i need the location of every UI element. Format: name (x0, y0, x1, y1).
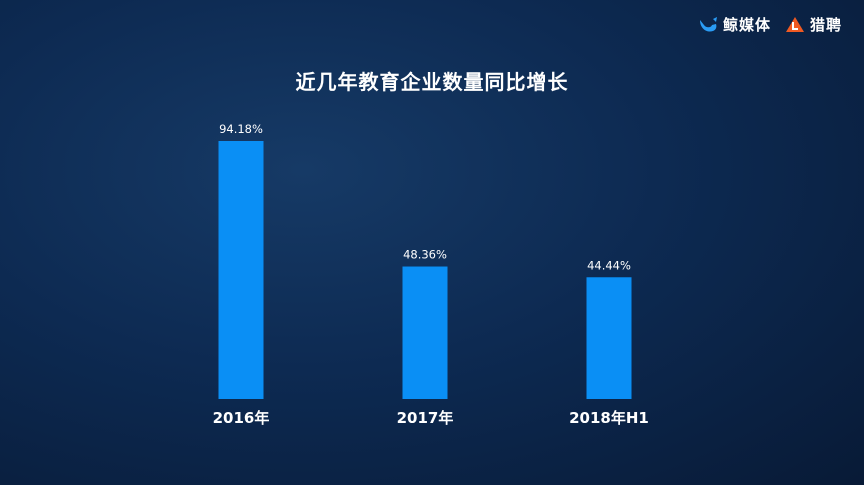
category-label-2: 2017年 (397, 409, 454, 427)
brand-logos: 鲸媒体 猎聘 (698, 14, 842, 35)
jingmeiti-logo-text: 鲸媒体 (722, 16, 771, 34)
value-label-2: 48.36% (403, 248, 447, 262)
bar-1 (218, 141, 264, 399)
whale-logo-icon (699, 16, 717, 32)
value-label-3: 44.44% (587, 258, 631, 272)
bar-3 (586, 277, 632, 399)
liepin-logo-icon (785, 16, 804, 32)
category-label-3: 2018年H1 (569, 409, 649, 427)
jingmeiti-logo: 鲸媒体 (698, 14, 771, 35)
value-label-1: 94.18% (219, 122, 263, 136)
bar-2 (402, 266, 448, 399)
liepin-logo-text: 猎聘 (809, 16, 842, 34)
liepin-logo: 猎聘 (785, 14, 842, 35)
chart-title: 近几年教育企业数量同比增长 (295, 70, 569, 94)
category-label-1: 2016年 (213, 409, 270, 427)
